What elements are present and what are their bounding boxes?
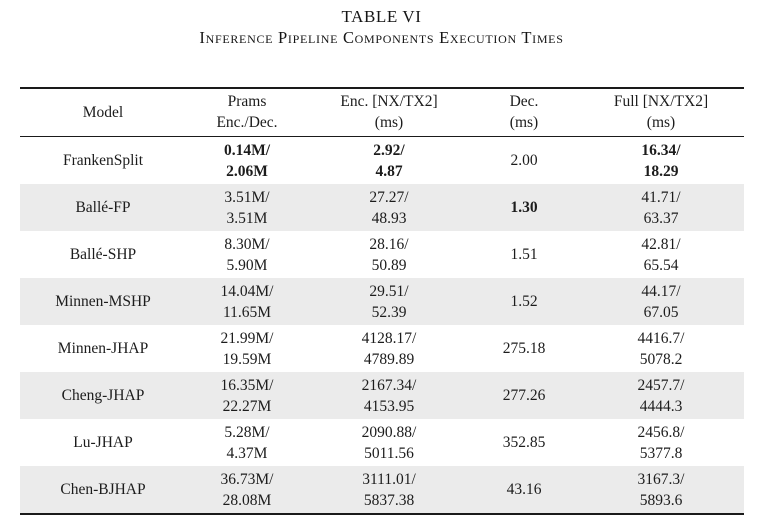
enc-cell: 2090.88/5011.56 — [361, 423, 417, 462]
model-cell: Minnen-MSHP — [55, 293, 151, 310]
table-row-frankensplit: FrankenSplit 0.14M/2.06M 2.92/4.87 2.00 … — [20, 137, 744, 185]
results-table: Model Prams Enc./Dec. Enc. [NX/TX2] (ms)… — [20, 87, 744, 515]
table-row-balle-fp: Ballé-FP 3.51M/3.51M 27.27/48.93 1.30 41… — [20, 184, 744, 231]
header-prams: Prams Enc./Dec. — [216, 93, 278, 131]
table-caption: TABLE VI Inference Pipeline Components E… — [0, 6, 763, 48]
model-cell: Lu-JHAP — [73, 434, 133, 451]
table-row-minnen-mshp: Minnen-MSHP 14.04M/11.65M 29.51/52.39 1.… — [20, 278, 744, 325]
prams-cell: 5.28M/4.37M — [224, 423, 270, 462]
prams-cell: 14.04M/11.65M — [220, 282, 274, 321]
prams-cell: 3.51M/3.51M — [224, 188, 270, 227]
table-row-lu-jhap: Lu-JHAP 5.28M/4.37M 2090.88/5011.56 352.… — [20, 419, 744, 466]
header-row: Model Prams Enc./Dec. Enc. [NX/TX2] (ms)… — [20, 88, 744, 137]
enc-cell: 4128.17/4789.89 — [361, 329, 417, 368]
full-cell: 41.71/63.37 — [641, 188, 681, 227]
prams-cell: 8.30M/5.90M — [224, 235, 270, 274]
enc-cell: 28.16/50.89 — [369, 235, 409, 274]
enc-cell: 27.27/48.93 — [369, 188, 409, 227]
model-cell: Ballé-FP — [75, 199, 131, 216]
full-cell: 3167.3/5893.6 — [637, 470, 685, 509]
model-cell: Chen-BJHAP — [60, 481, 146, 498]
full-cell: 4416.7/5078.2 — [637, 329, 685, 368]
dec-cell: 1.30 — [510, 199, 538, 216]
prams-cell: 16.35M/22.27M — [220, 376, 274, 415]
prams-cell: 21.99M/19.59M — [220, 329, 274, 368]
enc-cell: 2.92/4.87 — [373, 141, 405, 180]
header-model: Model — [20, 88, 186, 137]
dec-cell: 2.00 — [510, 152, 538, 169]
header-dec: Dec. (ms) — [509, 93, 539, 131]
model-cell: FrankenSplit — [62, 152, 144, 169]
enc-cell: 29.51/52.39 — [369, 282, 409, 321]
prams-cell: 36.73M/28.08M — [220, 470, 274, 509]
full-cell: 16.34/18.29 — [641, 141, 681, 180]
dec-cell: 352.85 — [502, 434, 546, 451]
full-cell: 42.81/65.54 — [641, 235, 681, 274]
full-cell: 2456.8/5377.8 — [637, 423, 685, 462]
header-model-label: Model — [82, 103, 124, 121]
table-row-cheng-jhap: Cheng-JHAP 16.35M/22.27M 2167.34/4153.95… — [20, 372, 744, 419]
table-number: TABLE VI — [341, 7, 422, 26]
enc-cell: 3111.01/5837.38 — [362, 470, 416, 509]
model-cell: Cheng-JHAP — [61, 387, 145, 404]
table-body: FrankenSplit 0.14M/2.06M 2.92/4.87 2.00 … — [20, 137, 744, 514]
full-cell: 44.17/67.05 — [641, 282, 681, 321]
dec-cell: 1.52 — [510, 293, 538, 310]
header-full: Full [NX/TX2] (ms) — [613, 93, 709, 131]
table-row-minnen-jhap: Minnen-JHAP 21.99M/19.59M 4128.17/4789.8… — [20, 325, 744, 372]
header-enc: Enc. [NX/TX2] (ms) — [340, 93, 438, 131]
model-cell: Ballé-SHP — [69, 246, 137, 263]
enc-cell: 2167.34/4153.95 — [361, 376, 417, 415]
table-row-balle-shp: Ballé-SHP 8.30M/5.90M 28.16/50.89 1.51 4… — [20, 231, 744, 278]
dec-cell: 43.16 — [506, 481, 542, 498]
table-header: Model Prams Enc./Dec. Enc. [NX/TX2] (ms)… — [20, 88, 744, 137]
table-title: Inference Pipeline Components Execution … — [199, 28, 564, 47]
dec-cell: 277.26 — [502, 387, 546, 404]
prams-cell: 0.14M/2.06M — [223, 141, 271, 180]
model-cell: Minnen-JHAP — [57, 340, 149, 357]
dec-cell: 1.51 — [510, 246, 538, 263]
table-row-chen-bjhap: Chen-BJHAP 36.73M/28.08M 3111.01/5837.38… — [20, 466, 744, 514]
dec-cell: 275.18 — [502, 340, 546, 357]
full-cell: 2457.7/4444.3 — [637, 376, 685, 415]
